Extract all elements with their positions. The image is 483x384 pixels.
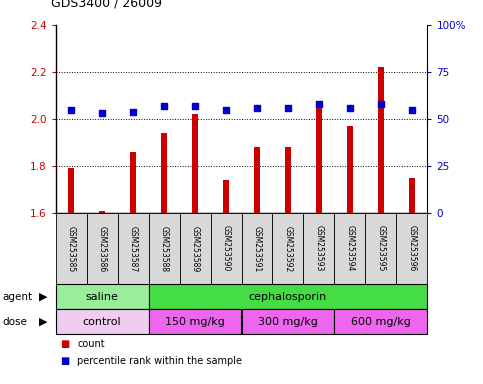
Bar xyxy=(378,67,384,213)
Bar xyxy=(68,169,74,213)
Point xyxy=(346,105,354,111)
Bar xyxy=(56,284,149,309)
Text: 600 mg/kg: 600 mg/kg xyxy=(351,316,411,327)
Text: GSM253595: GSM253595 xyxy=(376,225,385,272)
Bar xyxy=(56,213,86,284)
Text: ▶: ▶ xyxy=(39,291,47,302)
Text: count: count xyxy=(77,339,105,349)
Text: GSM253593: GSM253593 xyxy=(314,225,324,272)
Bar xyxy=(192,114,198,213)
Point xyxy=(222,106,230,113)
Bar xyxy=(316,103,322,213)
Text: GSM253587: GSM253587 xyxy=(128,225,138,272)
Text: dose: dose xyxy=(2,316,28,327)
Bar xyxy=(117,213,149,284)
Bar xyxy=(303,213,334,284)
Bar xyxy=(149,213,180,284)
Text: GSM253585: GSM253585 xyxy=(67,225,75,272)
Text: GSM253588: GSM253588 xyxy=(159,225,169,272)
Bar xyxy=(161,133,167,213)
Point xyxy=(253,105,261,111)
Bar xyxy=(242,213,272,284)
Text: GDS3400 / 26009: GDS3400 / 26009 xyxy=(51,0,162,10)
Point xyxy=(98,110,106,116)
Text: agent: agent xyxy=(2,291,32,302)
Text: GSM253592: GSM253592 xyxy=(284,225,293,272)
Bar xyxy=(409,178,415,213)
Text: saline: saline xyxy=(85,291,118,302)
Point xyxy=(191,103,199,109)
Bar xyxy=(366,213,397,284)
Bar xyxy=(86,213,117,284)
Text: GSM253596: GSM253596 xyxy=(408,225,416,272)
Bar xyxy=(347,126,353,213)
Text: GSM253590: GSM253590 xyxy=(222,225,230,272)
Bar xyxy=(334,213,366,284)
Bar xyxy=(149,284,427,309)
Bar xyxy=(149,309,242,334)
Point xyxy=(129,108,137,114)
Point xyxy=(315,101,323,107)
Text: GSM253591: GSM253591 xyxy=(253,225,261,272)
Text: GSM253586: GSM253586 xyxy=(98,225,107,272)
Text: ■: ■ xyxy=(60,356,70,366)
Bar xyxy=(285,147,291,213)
Text: cephalosporin: cephalosporin xyxy=(249,291,327,302)
Bar xyxy=(242,309,334,334)
Text: 300 mg/kg: 300 mg/kg xyxy=(258,316,318,327)
Text: GSM253589: GSM253589 xyxy=(190,225,199,272)
Bar xyxy=(254,147,260,213)
Bar xyxy=(130,152,136,213)
Bar xyxy=(334,309,427,334)
Text: percentile rank within the sample: percentile rank within the sample xyxy=(77,356,242,366)
Point xyxy=(67,106,75,113)
Bar xyxy=(211,213,242,284)
Point xyxy=(408,106,416,113)
Bar xyxy=(180,213,211,284)
Text: ▶: ▶ xyxy=(39,316,47,327)
Text: ■: ■ xyxy=(60,339,70,349)
Bar xyxy=(223,180,229,213)
Bar xyxy=(397,213,427,284)
Point xyxy=(160,103,168,109)
Bar xyxy=(99,211,105,213)
Point xyxy=(284,105,292,111)
Point xyxy=(377,101,385,107)
Text: GSM253594: GSM253594 xyxy=(345,225,355,272)
Text: control: control xyxy=(83,316,121,327)
Text: 150 mg/kg: 150 mg/kg xyxy=(165,316,225,327)
Bar xyxy=(56,309,149,334)
Bar xyxy=(272,213,303,284)
